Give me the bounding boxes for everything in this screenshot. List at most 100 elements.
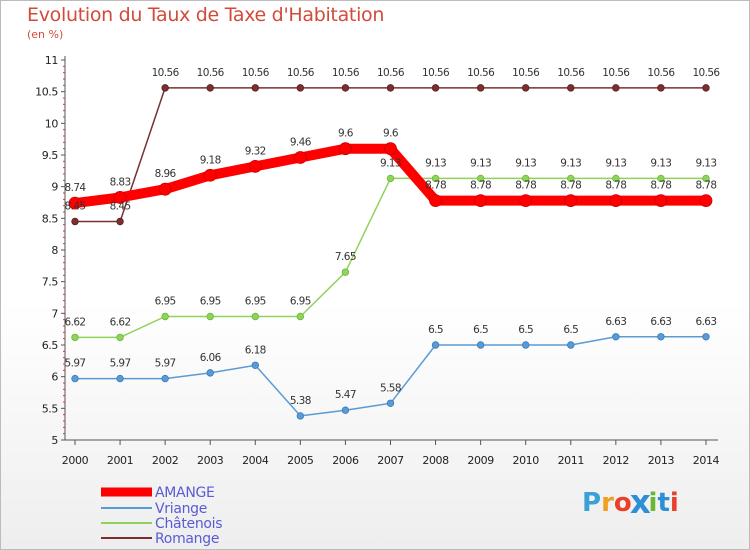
data-label: 5.97 — [110, 358, 131, 370]
data-label: 10.56 — [512, 67, 540, 79]
data-label: 10.56 — [557, 67, 585, 79]
x-tick-label: 2012 — [603, 454, 629, 467]
data-point — [522, 174, 530, 183]
y-tick-label: 7.5 — [42, 276, 59, 289]
x-tick-label: 2001 — [107, 454, 133, 467]
y-tick-label: 10.5 — [35, 86, 58, 99]
data-label: 8.78 — [470, 180, 491, 192]
data-point — [71, 217, 79, 226]
data-label: 10.56 — [332, 67, 360, 79]
data-point — [116, 333, 124, 342]
y-tick-label: 8.5 — [42, 212, 59, 225]
data-label: 8.96 — [155, 168, 177, 180]
data-label: 5.38 — [290, 395, 311, 407]
data-label: 6.95 — [200, 296, 221, 308]
data-point — [429, 194, 442, 208]
data-point — [161, 374, 169, 383]
data-label: 6.63 — [695, 316, 716, 328]
data-point — [474, 194, 488, 208]
data-point — [341, 406, 350, 414]
data-point — [161, 312, 169, 321]
data-label: 6.95 — [245, 296, 266, 308]
data-point — [612, 333, 620, 341]
y-tick-label: 8 — [51, 244, 58, 257]
data-label: 9.6 — [383, 128, 399, 140]
x-tick-label: 2010 — [512, 454, 539, 467]
x-tick-label: 2003 — [197, 454, 224, 467]
data-point — [612, 174, 620, 183]
data-label: 9.13 — [605, 157, 626, 169]
data-point — [384, 142, 397, 156]
data-label: 6.95 — [155, 296, 176, 308]
data-label: 6.5 — [428, 324, 443, 336]
data-point — [476, 84, 485, 92]
proxiti-logo: Proxiti — [582, 484, 679, 522]
logo-letter: i — [669, 488, 679, 518]
x-tick-label: 2014 — [693, 454, 720, 467]
data-point — [339, 142, 352, 156]
x-tick-label: 2004 — [242, 454, 269, 467]
data-label: 10.56 — [422, 67, 450, 79]
data-point — [71, 374, 79, 383]
x-tick-label: 2000 — [62, 454, 89, 467]
data-point — [296, 312, 305, 321]
data-label: 10.56 — [377, 67, 405, 79]
data-label: 6.62 — [110, 316, 131, 328]
data-point — [567, 84, 575, 92]
data-label: 6.63 — [605, 316, 626, 328]
data-point — [519, 194, 533, 208]
y-tick-label: 11 — [45, 54, 58, 67]
data-point — [116, 217, 124, 226]
legend-label: AMANGE — [155, 485, 215, 501]
data-point — [386, 84, 395, 92]
data-point — [522, 341, 530, 349]
data-label: 8.83 — [110, 176, 131, 188]
x-tick-label: 2013 — [648, 454, 675, 467]
data-point — [71, 333, 79, 342]
logo-letter: r — [601, 488, 614, 518]
x-tick-label: 2008 — [422, 454, 449, 467]
data-label: 10.56 — [287, 67, 315, 79]
data-label: 8.78 — [425, 180, 446, 192]
legend-label: Romange — [155, 531, 219, 547]
data-label: 10.56 — [602, 67, 630, 79]
data-point — [68, 196, 82, 210]
data-point — [296, 84, 305, 92]
chart-axes: 5 5.5 6 6.5 7 7.5 8 8.5 9 9.5 10 10.5 11 2000 2001 2002… — [35, 54, 720, 467]
data-point — [567, 341, 575, 349]
data-point — [702, 174, 710, 183]
logo-letter: P — [582, 488, 602, 518]
data-point — [251, 312, 259, 321]
data-point — [341, 84, 350, 92]
data-point — [386, 399, 395, 407]
data-point — [386, 174, 395, 183]
data-label: 9.13 — [695, 157, 716, 169]
series-points — [68, 84, 713, 420]
logo-letter: o — [613, 488, 632, 518]
y-tick-label: 5.5 — [42, 402, 59, 415]
x-tick-label: 2002 — [152, 454, 178, 467]
data-label: 9.18 — [200, 154, 221, 166]
chart-subtitle: (en %) — [27, 28, 64, 41]
data-label: 7.65 — [335, 251, 356, 263]
logo-letter: t — [657, 488, 670, 518]
data-point — [476, 174, 485, 183]
y-tick-label: 5 — [51, 434, 58, 447]
data-point — [654, 194, 668, 208]
data-label: 6.18 — [245, 344, 266, 356]
data-point — [431, 341, 440, 349]
data-labels: 8.74 8.83 8.96 9.18 9.32 9.46 9.6 9.6 8.78 8.78 8.… — [65, 67, 722, 407]
data-label: 5.97 — [65, 358, 86, 370]
data-point — [476, 341, 485, 349]
x-tick-label: 2007 — [377, 454, 404, 467]
data-point — [522, 84, 530, 92]
y-tick-label: 7 — [51, 307, 58, 320]
x-tick-label: 2006 — [332, 454, 359, 467]
data-label: 10.56 — [197, 67, 225, 79]
data-label: 9.13 — [650, 157, 671, 169]
data-label: 8.78 — [650, 180, 671, 192]
data-label: 10.56 — [692, 67, 720, 79]
data-point — [116, 374, 124, 383]
